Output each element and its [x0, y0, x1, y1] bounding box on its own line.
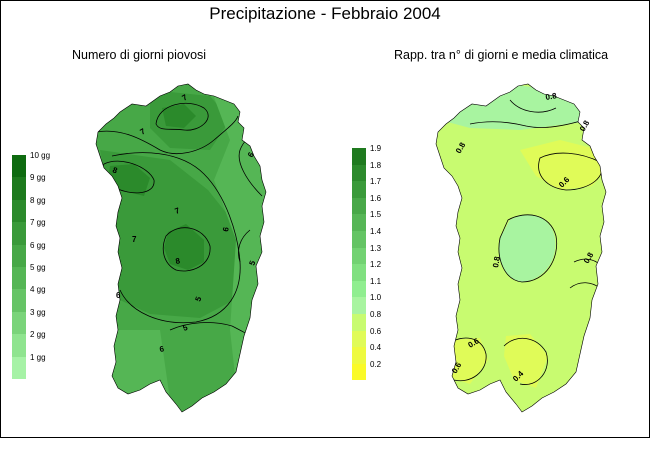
left-legend-label: 7 gg — [30, 218, 46, 228]
right-legend-label: 0.4 — [370, 343, 382, 353]
left-contour-label: 6 — [116, 291, 121, 300]
left-legend-swatch — [12, 289, 26, 312]
left-contour-label: 5 — [182, 323, 190, 333]
right-legend-swatch — [352, 164, 366, 182]
right-legend-label: 1.3 — [370, 243, 382, 253]
left-contour-label: 7 — [132, 235, 137, 244]
right-legend-swatch — [352, 214, 366, 231]
right-legend-swatch — [352, 148, 366, 165]
left-legend-label: 6 gg — [30, 240, 46, 250]
right-legend-swatch — [352, 280, 366, 298]
left-contour-label: 8 — [175, 256, 181, 266]
left-contour-label: 7 — [174, 206, 182, 216]
right-legend-label: 1.1 — [370, 276, 382, 286]
left-legend-label: 3 gg — [30, 307, 46, 317]
left-legend-swatch — [12, 222, 26, 245]
right-legend-swatch — [352, 247, 366, 265]
right-legend-label: 0.2 — [370, 359, 382, 369]
left-legend-swatch — [12, 177, 26, 200]
left-contour-label: 5 — [247, 259, 257, 267]
right-legend-swatch — [352, 314, 366, 331]
left-legend-swatch — [12, 244, 26, 267]
left-map-subtitle: Numero di giorni piovosi — [72, 48, 207, 62]
right-legend-swatch — [352, 297, 366, 314]
right-map-subtitle: Rapp. tra n° di giorni e media climatica — [394, 48, 609, 62]
right-legend-label: 1.2 — [370, 260, 382, 270]
left-legend-label: 2 gg — [30, 330, 46, 340]
right-legend-swatch — [352, 231, 366, 248]
right-legend-label: 0.6 — [370, 326, 382, 336]
right-legend-label: 0.8 — [370, 310, 382, 319]
left-contour-label: 6 — [159, 344, 165, 354]
right-legend-swatch — [352, 363, 366, 381]
left-legend-label: 4 gg — [30, 285, 46, 295]
right-contour-label: 0.8 — [578, 118, 592, 133]
left-legend-swatch — [12, 311, 26, 335]
left-legend-label: 10 gg — [30, 151, 51, 160]
left-contour-label: 7 — [181, 92, 190, 102]
left-contour-label: 7 — [139, 126, 148, 136]
right-legend-label: 1.5 — [370, 210, 382, 220]
right-contour-label: 0.8 — [545, 91, 558, 102]
left-legend-swatch — [12, 267, 26, 290]
right-legend-swatch — [352, 181, 366, 198]
left-contour-label: 6 — [221, 226, 231, 232]
left-map: 7 7 8 7 6 7 6 5 8 6 5 5 6 — [95, 83, 267, 413]
right-legend-swatch — [352, 347, 366, 364]
right-legend-label: 1.8 — [370, 160, 382, 170]
right-map-legend: 1.9 1.8 1.7 1.6 1.5 1.4 1.3 1.2 1.1 1.0 0.8 0.6 0.4 0… — [352, 144, 412, 381]
right-legend-swatch — [352, 197, 366, 215]
right-legend-label: 1.7 — [370, 177, 382, 187]
left-legend-label: 9 gg — [30, 173, 46, 183]
right-map: 0.80.80.80.60.8 0.80.60.40.6 — [435, 83, 607, 413]
right-contour-label: 0.8 — [491, 255, 502, 268]
left-legend-label: 8 gg — [30, 195, 46, 205]
right-legend-label: 1.9 — [370, 144, 382, 153]
left-legend-swatch — [12, 155, 26, 178]
left-legend-swatch — [12, 199, 26, 223]
left-contour-label: 5 — [193, 295, 203, 303]
left-legend-swatch — [12, 356, 26, 379]
right-legend-swatch — [352, 264, 366, 281]
right-legend-label: 1.6 — [370, 193, 382, 203]
right-legend-swatch — [352, 330, 366, 348]
left-contour-label: 8 — [111, 165, 119, 175]
left-map-legend: 10 gg 9 gg 8 gg 7 gg 6 gg 5 gg 4 gg 3 gg 2 gg 1 g… — [12, 151, 72, 380]
left-legend-label: 5 gg — [30, 263, 46, 272]
left-contour-label: 6 — [246, 150, 256, 159]
right-legend-label: 1.4 — [370, 227, 382, 236]
left-legend-label: 1 gg — [30, 352, 46, 362]
left-legend-swatch — [12, 334, 26, 357]
page-title: Precipitazione - Febbraio 2004 — [209, 4, 441, 23]
right-legend-label: 1.0 — [370, 293, 382, 303]
